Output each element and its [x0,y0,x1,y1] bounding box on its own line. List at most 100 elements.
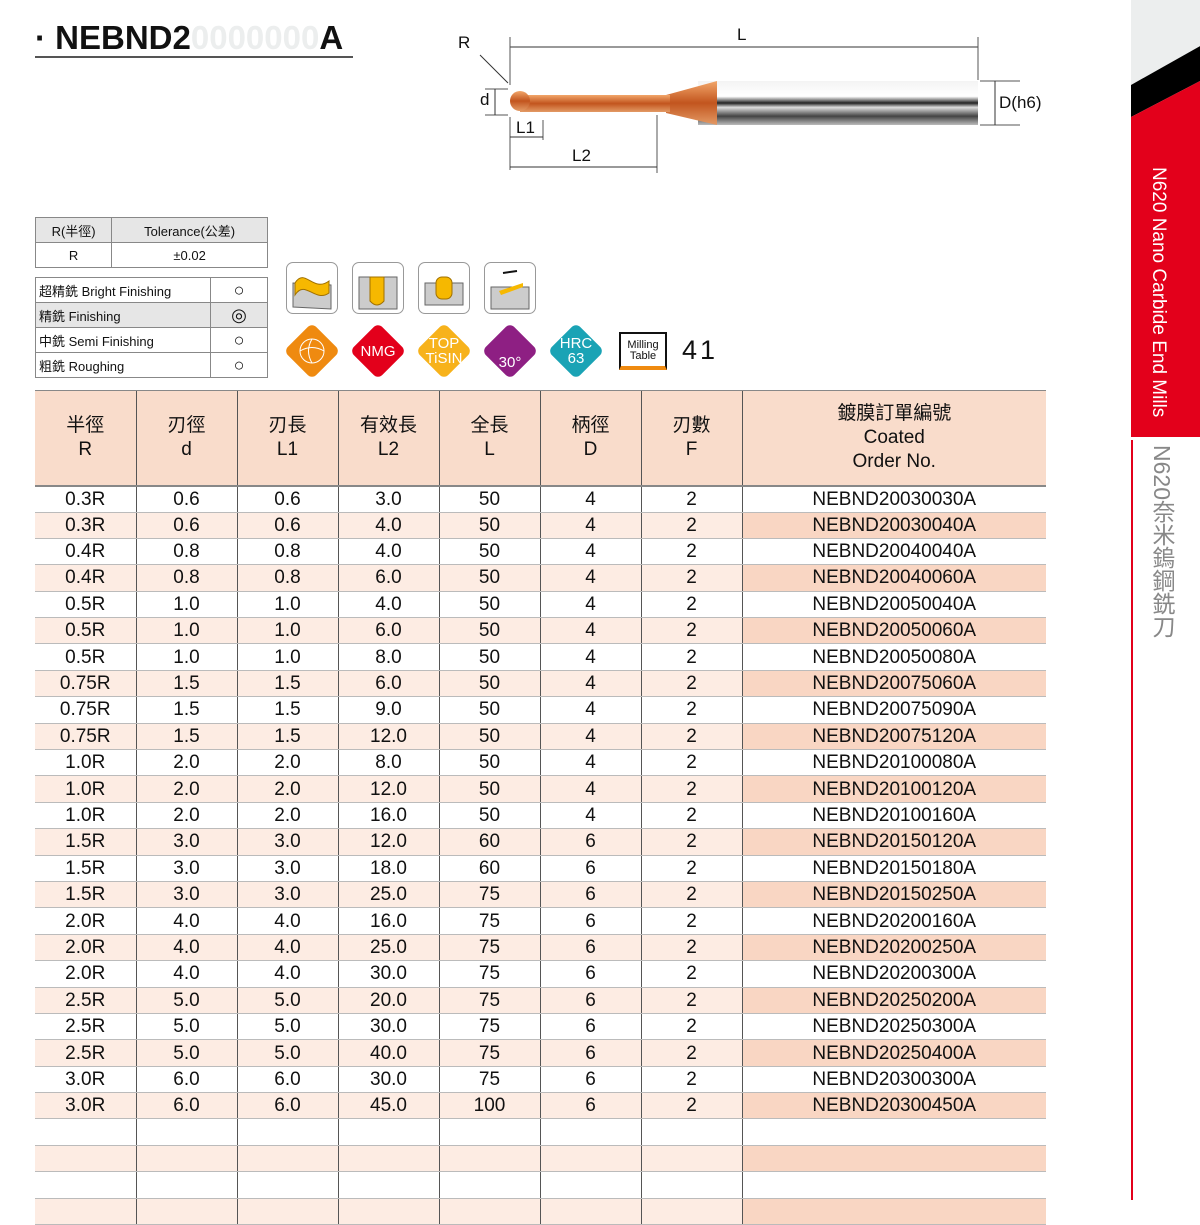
order-number-cell: NEBND20040060A [741,564,1046,592]
table-cell: 45.0 [337,1092,439,1120]
table-cell: 1.0 [135,591,237,619]
table-cell: 4.0 [135,907,237,935]
column-header: 鍍膜訂單編號 Coated Order No. [741,390,1046,487]
table-cell: 2.0R [35,907,136,935]
table-cell: 2.0 [236,775,338,803]
order-number-cell: NEBND20250400A [741,1039,1046,1067]
table-cell [741,1118,1046,1146]
table-cell: 50 [438,670,540,698]
column-header: 有效長 L2 [337,390,439,487]
table-cell: 1.0 [236,617,338,645]
table-cell [135,1171,237,1199]
table-cell: 6.0 [135,1066,237,1094]
table-cell: 4.0 [236,934,338,962]
table-row: 1.5R 3.0 3.0 12.0 60 6 2 NEBND20150120A [35,828,1046,856]
order-number-cell: NEBND20075120A [741,723,1046,751]
table-cell: 6 [539,907,641,935]
table-cell: 1.5 [236,696,338,724]
sidebar: N620 Nano Carbide End Mills N620奈米鎢鋼銑刀 [1131,0,1200,1200]
table-cell: 1.0 [135,617,237,645]
order-number-cell: NEBND20250300A [741,1013,1046,1041]
table-row: 1.5R 3.0 3.0 25.0 75 6 2 NEBND20150250A [35,881,1046,909]
column-header-line: d [181,438,192,460]
table-cell: 2 [640,591,742,619]
empty-row [35,1118,1046,1146]
table-cell: 1.5 [135,696,237,724]
table-cell: 2 [640,1092,742,1120]
table-row: 2.0R 4.0 4.0 30.0 75 6 2 NEBND20200300A [35,960,1046,988]
table-cell [236,1198,338,1225]
table-cell [741,1198,1046,1225]
table-cell: 1.0 [236,643,338,671]
finish-mark: ○ [210,327,268,353]
table-row: 1.0R 2.0 2.0 12.0 50 4 2 NEBND20100120A [35,775,1046,803]
end-mill-drawing [479,37,1020,173]
table-cell: 3.0 [236,828,338,856]
table-cell: 4.0 [337,538,439,566]
table-cell: 75 [438,987,540,1014]
table-cell: 4.0 [337,512,439,539]
tool-diagram: R L d L1 L2 D(h6) [450,25,1070,185]
table-cell [640,1145,742,1173]
table-cell: 2 [640,828,742,856]
table-cell [539,1198,641,1225]
label-l: L [737,25,747,44]
sidebar-banner [1131,0,1200,440]
table-cell: 4 [539,617,641,645]
column-header-line: 有效長 [359,414,417,436]
sidebar-title-en: N620 Nano Carbide End Mills [1148,167,1169,418]
table-cell: 1.5 [135,723,237,751]
table-cell: 50 [438,512,540,539]
table-row: 1.0R 2.0 2.0 8.0 50 4 2 NEBND20100080A [35,749,1046,777]
table-cell [640,1118,742,1146]
table-cell: 3.0R [35,1092,136,1120]
table-cell [741,1145,1046,1173]
helix-text: 30° [498,353,522,371]
milling-table-icon[interactable]: Milling Table [619,332,667,370]
column-header-line: D [583,438,598,460]
table-cell [35,1171,136,1199]
table-cell: 2 [640,1066,742,1094]
order-number-cell: NEBND20150250A [741,881,1046,909]
order-number-cell: NEBND20030030A [741,485,1046,513]
table-cell [539,1118,641,1146]
finish-mark: ○ [210,352,268,378]
table-cell: 5.0 [135,987,237,1014]
table-cell: 4.0 [236,907,338,935]
table-row: 2.0R 4.0 4.0 25.0 75 6 2 NEBND20200250A [35,934,1046,962]
table-cell: 2 [640,775,742,803]
table-cell: 75 [438,1039,540,1067]
table-row: 0.5R 1.0 1.0 4.0 50 4 2 NEBND20050040A [35,591,1046,619]
order-number-cell: NEBND20250200A [741,987,1046,1014]
finishing-table: 超精銑 Bright Finishing ○ 精銑 Finishing ◎ 中銑 S… [35,277,268,378]
table-cell: 60 [438,828,540,856]
table-cell: 0.8 [135,564,237,592]
tol-value: ±0.02 [111,242,268,268]
table-cell: 75 [438,881,540,909]
sidebar-title-zh: N620奈米鎢鋼銑刀 [1149,445,1175,638]
table-cell: 0.5R [35,643,136,671]
table-cell: 0.6 [236,512,338,539]
column-header: 半徑 R [35,390,136,487]
table-cell: 3.0R [35,1066,136,1094]
finish-label: 精銑 Finishing [35,302,211,328]
table-cell: 5.0 [135,1039,237,1067]
table-cell [640,1171,742,1199]
column-header-line: L1 [276,438,299,460]
helical-milling-icon [418,262,470,314]
table-cell [337,1145,439,1173]
table-cell: 1.5 [135,670,237,698]
table-cell [236,1171,338,1199]
table-row: 3.0R 6.0 6.0 45.0 100 6 2 NEBND20300450A [35,1092,1046,1120]
column-header-line: L2 [377,438,400,460]
order-number-cell: NEBND20200160A [741,907,1046,935]
milling-table-line1: Milling [627,339,659,351]
table-cell: 2 [640,1013,742,1041]
table-cell: 2.0 [135,749,237,777]
table-cell: 3.0 [236,855,338,882]
label-r: R [458,33,471,52]
table-cell: 0.75R [35,696,136,724]
table-row: 2.5R 5.0 5.0 30.0 75 6 2 NEBND20250300A [35,1013,1046,1041]
table-cell: 40.0 [337,1039,439,1067]
table-cell: 50 [438,802,540,830]
